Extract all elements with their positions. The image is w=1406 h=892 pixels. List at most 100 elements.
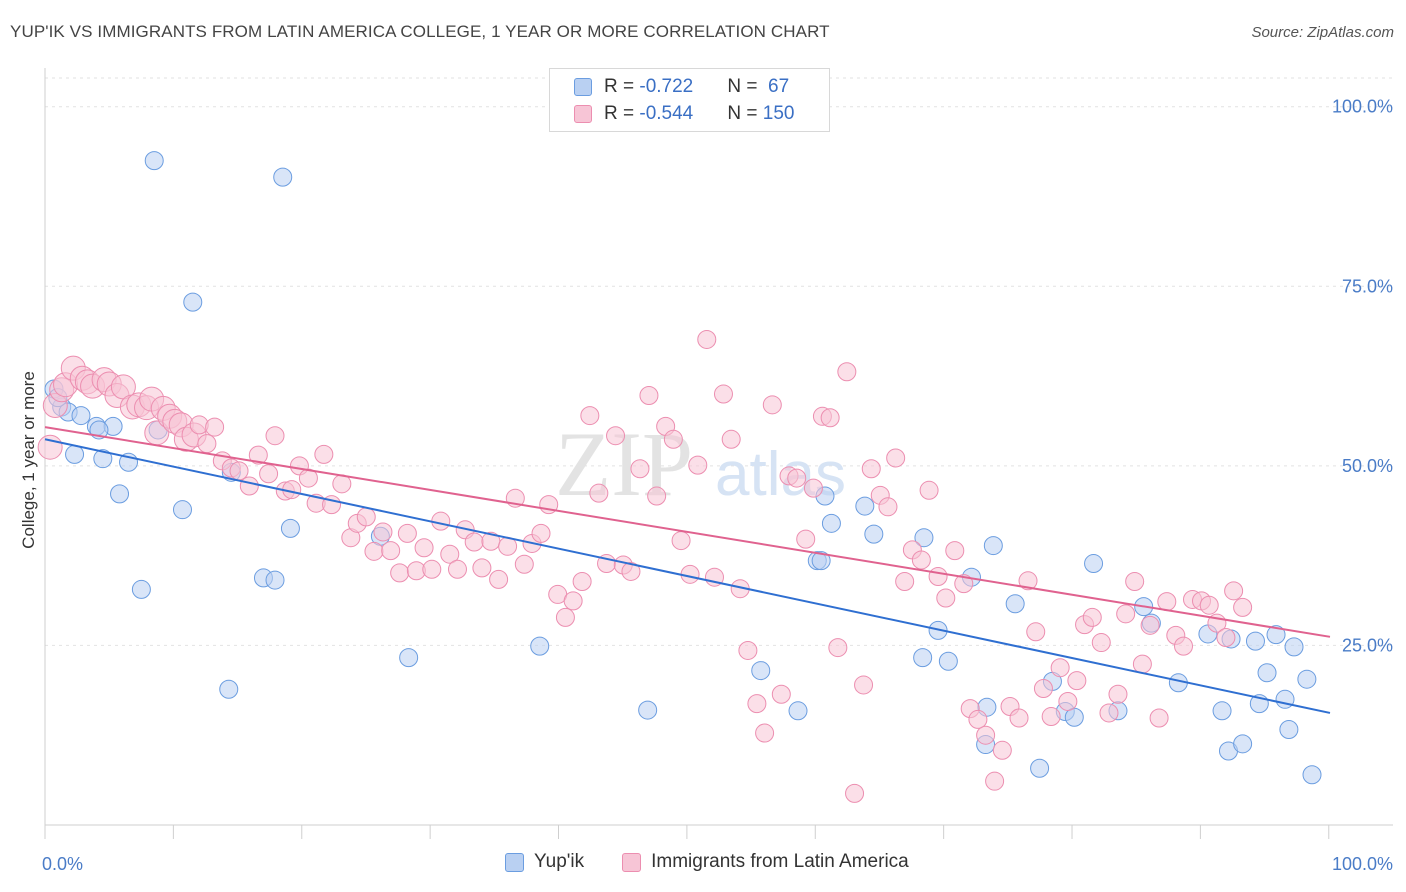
source-label: Source: ZipAtlas.com bbox=[1251, 24, 1394, 41]
data-point bbox=[1199, 595, 1219, 615]
y-tick-label: 75.0% bbox=[1342, 276, 1393, 296]
data-point bbox=[895, 572, 915, 592]
data-point bbox=[1284, 637, 1304, 657]
x-tick-label: 0.0% bbox=[42, 854, 83, 874]
data-point bbox=[531, 523, 551, 543]
data-point bbox=[803, 478, 823, 498]
data-point bbox=[919, 480, 939, 500]
data-point bbox=[422, 559, 442, 579]
data-point bbox=[37, 434, 63, 460]
correlation-legend: R = -0.722 N = 67 R = -0.544 N = 150 bbox=[549, 68, 830, 132]
data-point bbox=[936, 588, 956, 608]
data-point bbox=[796, 529, 816, 549]
data-point bbox=[911, 550, 931, 570]
data-point bbox=[811, 551, 831, 571]
data-point bbox=[945, 541, 965, 561]
data-point bbox=[1149, 708, 1169, 728]
data-point bbox=[861, 459, 881, 479]
legend-r-value: -0.544 bbox=[639, 103, 694, 124]
legend-n-label: N = bbox=[727, 76, 763, 97]
legend-swatch-immigrants bbox=[574, 105, 592, 123]
data-point bbox=[1091, 633, 1111, 653]
legend-r-value: -0.722 bbox=[639, 76, 694, 97]
data-point bbox=[771, 684, 791, 704]
data-point bbox=[514, 554, 534, 574]
data-point bbox=[928, 566, 948, 586]
data-point bbox=[1064, 707, 1084, 727]
data-point bbox=[172, 500, 192, 520]
data-point bbox=[1116, 604, 1136, 624]
data-point bbox=[1099, 703, 1119, 723]
data-point bbox=[110, 484, 130, 504]
data-point bbox=[751, 661, 771, 681]
data-point bbox=[1266, 625, 1286, 645]
data-point bbox=[1084, 554, 1104, 574]
data-point bbox=[1082, 607, 1102, 627]
data-point bbox=[205, 417, 225, 437]
legend-swatch-immigrants bbox=[622, 852, 642, 872]
data-point bbox=[713, 384, 733, 404]
data-point bbox=[821, 513, 841, 533]
data-point bbox=[630, 459, 650, 479]
data-point bbox=[721, 429, 741, 449]
legend-n-value: 67 bbox=[762, 76, 790, 97]
trend-lines bbox=[44, 426, 1331, 714]
data-point bbox=[985, 771, 1005, 791]
data-point bbox=[381, 541, 401, 561]
data-point bbox=[414, 538, 434, 558]
data-point bbox=[440, 544, 460, 564]
data-point bbox=[259, 464, 279, 484]
data-point bbox=[1041, 707, 1061, 727]
data-point bbox=[787, 468, 807, 488]
data-point bbox=[219, 679, 239, 699]
data-point bbox=[1257, 663, 1277, 683]
legend-row-immigrants: R = -0.544 N = 150 bbox=[574, 101, 794, 127]
data-point bbox=[248, 445, 268, 465]
legend-r-label: R = bbox=[604, 76, 640, 97]
data-point bbox=[1026, 622, 1046, 642]
legend-label-yupik: Yup'ik bbox=[534, 851, 585, 872]
data-point bbox=[572, 572, 592, 592]
data-point bbox=[65, 444, 85, 464]
trend-line bbox=[44, 438, 1331, 714]
data-point bbox=[589, 483, 609, 503]
data-point bbox=[239, 476, 259, 496]
data-point bbox=[1297, 669, 1317, 689]
data-point bbox=[229, 461, 249, 481]
data-point bbox=[854, 675, 874, 695]
y-tick-labels: 25.0% 50.0% 75.0% 100.0% bbox=[1332, 97, 1393, 656]
data-point bbox=[447, 559, 467, 579]
data-point bbox=[563, 591, 583, 611]
data-point bbox=[639, 385, 659, 405]
data-point bbox=[93, 449, 113, 469]
data-point bbox=[671, 531, 691, 551]
data-point bbox=[762, 395, 782, 415]
data-point bbox=[1216, 628, 1236, 648]
data-point bbox=[555, 607, 575, 627]
legend-label-immigrants: Immigrants from Latin America bbox=[651, 851, 909, 872]
data-point bbox=[1224, 581, 1244, 601]
data-point bbox=[697, 329, 717, 349]
data-point bbox=[886, 448, 906, 468]
data-point bbox=[755, 723, 775, 743]
data-point bbox=[976, 725, 996, 745]
data-point bbox=[1302, 765, 1322, 785]
data-point bbox=[1132, 654, 1152, 674]
y-tick-label: 25.0% bbox=[1342, 635, 1393, 655]
data-point bbox=[788, 701, 808, 721]
y-axis-label: College, 1 year or more bbox=[19, 371, 38, 549]
data-point bbox=[913, 648, 933, 668]
data-point bbox=[1212, 701, 1232, 721]
data-point bbox=[954, 574, 974, 594]
data-point bbox=[356, 507, 376, 527]
data-point bbox=[663, 429, 683, 449]
data-point bbox=[1125, 572, 1145, 592]
data-point bbox=[1033, 679, 1053, 699]
chart-title: YUP'IK VS IMMIGRANTS FROM LATIN AMERICA … bbox=[10, 22, 830, 41]
data-point bbox=[747, 694, 767, 714]
legend-swatch-yupik bbox=[574, 78, 592, 96]
data-point bbox=[845, 783, 865, 803]
data-point bbox=[1157, 592, 1177, 612]
data-point bbox=[914, 528, 934, 548]
